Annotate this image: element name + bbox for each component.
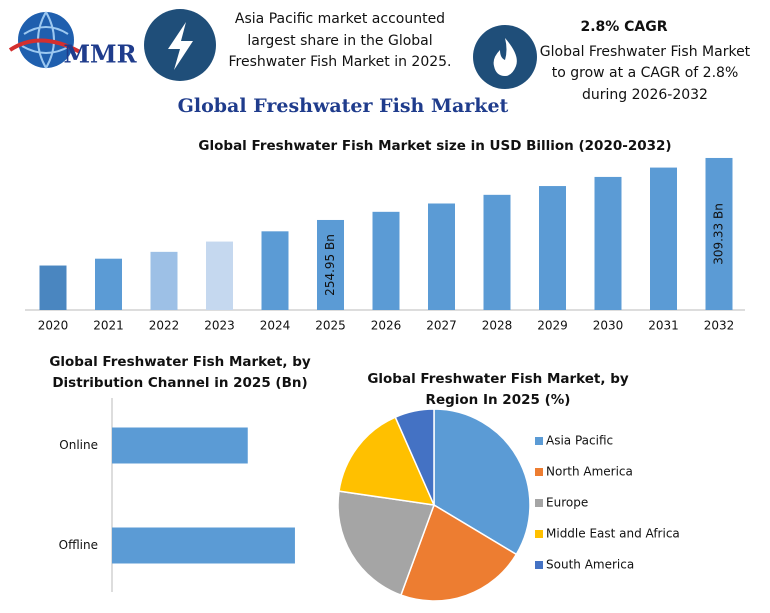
- y-tick-label: Online: [59, 438, 98, 452]
- legend-marker: [535, 530, 543, 538]
- legend-marker: [535, 561, 543, 569]
- chart-title: Global Freshwater Fish Market, by: [49, 354, 311, 370]
- pie-slice: [337, 490, 436, 597]
- x-tick-label: 2028: [482, 319, 513, 333]
- legend-label: Middle East and Africa: [546, 527, 680, 541]
- x-tick-label: 2022: [149, 319, 180, 333]
- legend-marker: [535, 437, 543, 445]
- value-label: 309.33 Bn: [712, 203, 726, 265]
- bar: [594, 176, 622, 310]
- x-tick-label: 2025: [315, 319, 346, 333]
- legend-label: North America: [546, 465, 633, 479]
- bar: [483, 194, 511, 310]
- bar: [112, 427, 248, 464]
- highlight-line: Asia Pacific market accounted: [235, 11, 445, 27]
- bar: [261, 231, 289, 310]
- chart-title: Global Freshwater Fish Market size in US…: [198, 138, 671, 154]
- logo-swoosh: [8, 38, 81, 54]
- bar: [372, 211, 400, 310]
- bar: [650, 167, 677, 310]
- chart-title: Global Freshwater Fish Market, by: [367, 371, 629, 387]
- pie-slice: [338, 416, 436, 506]
- bar: [539, 186, 566, 310]
- legend-label: Europe: [546, 496, 588, 510]
- x-tick-label: 2031: [648, 319, 679, 333]
- logo: MMR: [8, 11, 138, 69]
- x-tick-label: 2023: [204, 319, 235, 333]
- bar: [39, 265, 67, 310]
- bar: [95, 258, 122, 310]
- x-tick-label: 2024: [260, 319, 291, 333]
- main-title: Global Freshwater Fish Market: [178, 95, 509, 117]
- highlight-line: Freshwater Fish Market in 2025.: [228, 54, 451, 70]
- highlight-line: largest share in the Global: [247, 33, 432, 49]
- legend-marker: [535, 499, 543, 507]
- logo-text: MMR: [63, 40, 137, 69]
- bar: [112, 527, 295, 564]
- x-tick-label: 2026: [371, 319, 402, 333]
- x-tick-label: 2030: [593, 319, 624, 333]
- chart-title: Region In 2025 (%): [426, 392, 571, 408]
- chart-title: Distribution Channel in 2025 (Bn): [52, 375, 307, 391]
- x-tick-label: 2027: [426, 319, 457, 333]
- bar: [150, 251, 178, 310]
- bar: [428, 203, 455, 310]
- bar: [705, 157, 733, 310]
- pie-slice: [394, 408, 435, 506]
- x-tick-label: 2021: [93, 319, 124, 333]
- x-tick-label: 2029: [537, 319, 568, 333]
- x-tick-label: 2020: [38, 319, 69, 333]
- bar: [206, 241, 233, 310]
- y-tick-label: Offline: [59, 538, 98, 552]
- legend-marker: [535, 468, 543, 476]
- x-tick-label: 2032: [704, 319, 735, 333]
- legend-label: Asia Pacific: [546, 434, 613, 448]
- highlight-line: to grow at a CAGR of 2.8%: [552, 65, 739, 81]
- legend-label: South America: [546, 558, 634, 572]
- pie-slice: [433, 408, 531, 556]
- logo-grid: [21, 11, 71, 69]
- fire-flame: [493, 38, 517, 76]
- fire-icon: [473, 25, 537, 89]
- lightning-bolt: [168, 22, 193, 70]
- highlight-line: Global Freshwater Fish Market: [540, 44, 751, 60]
- cagr-title: 2.8% CAGR: [580, 19, 667, 35]
- value-label: 254.95 Bn: [323, 234, 337, 296]
- pie-slice: [399, 503, 518, 602]
- highlight-line: during 2026-2032: [582, 87, 708, 103]
- bar: [317, 219, 344, 310]
